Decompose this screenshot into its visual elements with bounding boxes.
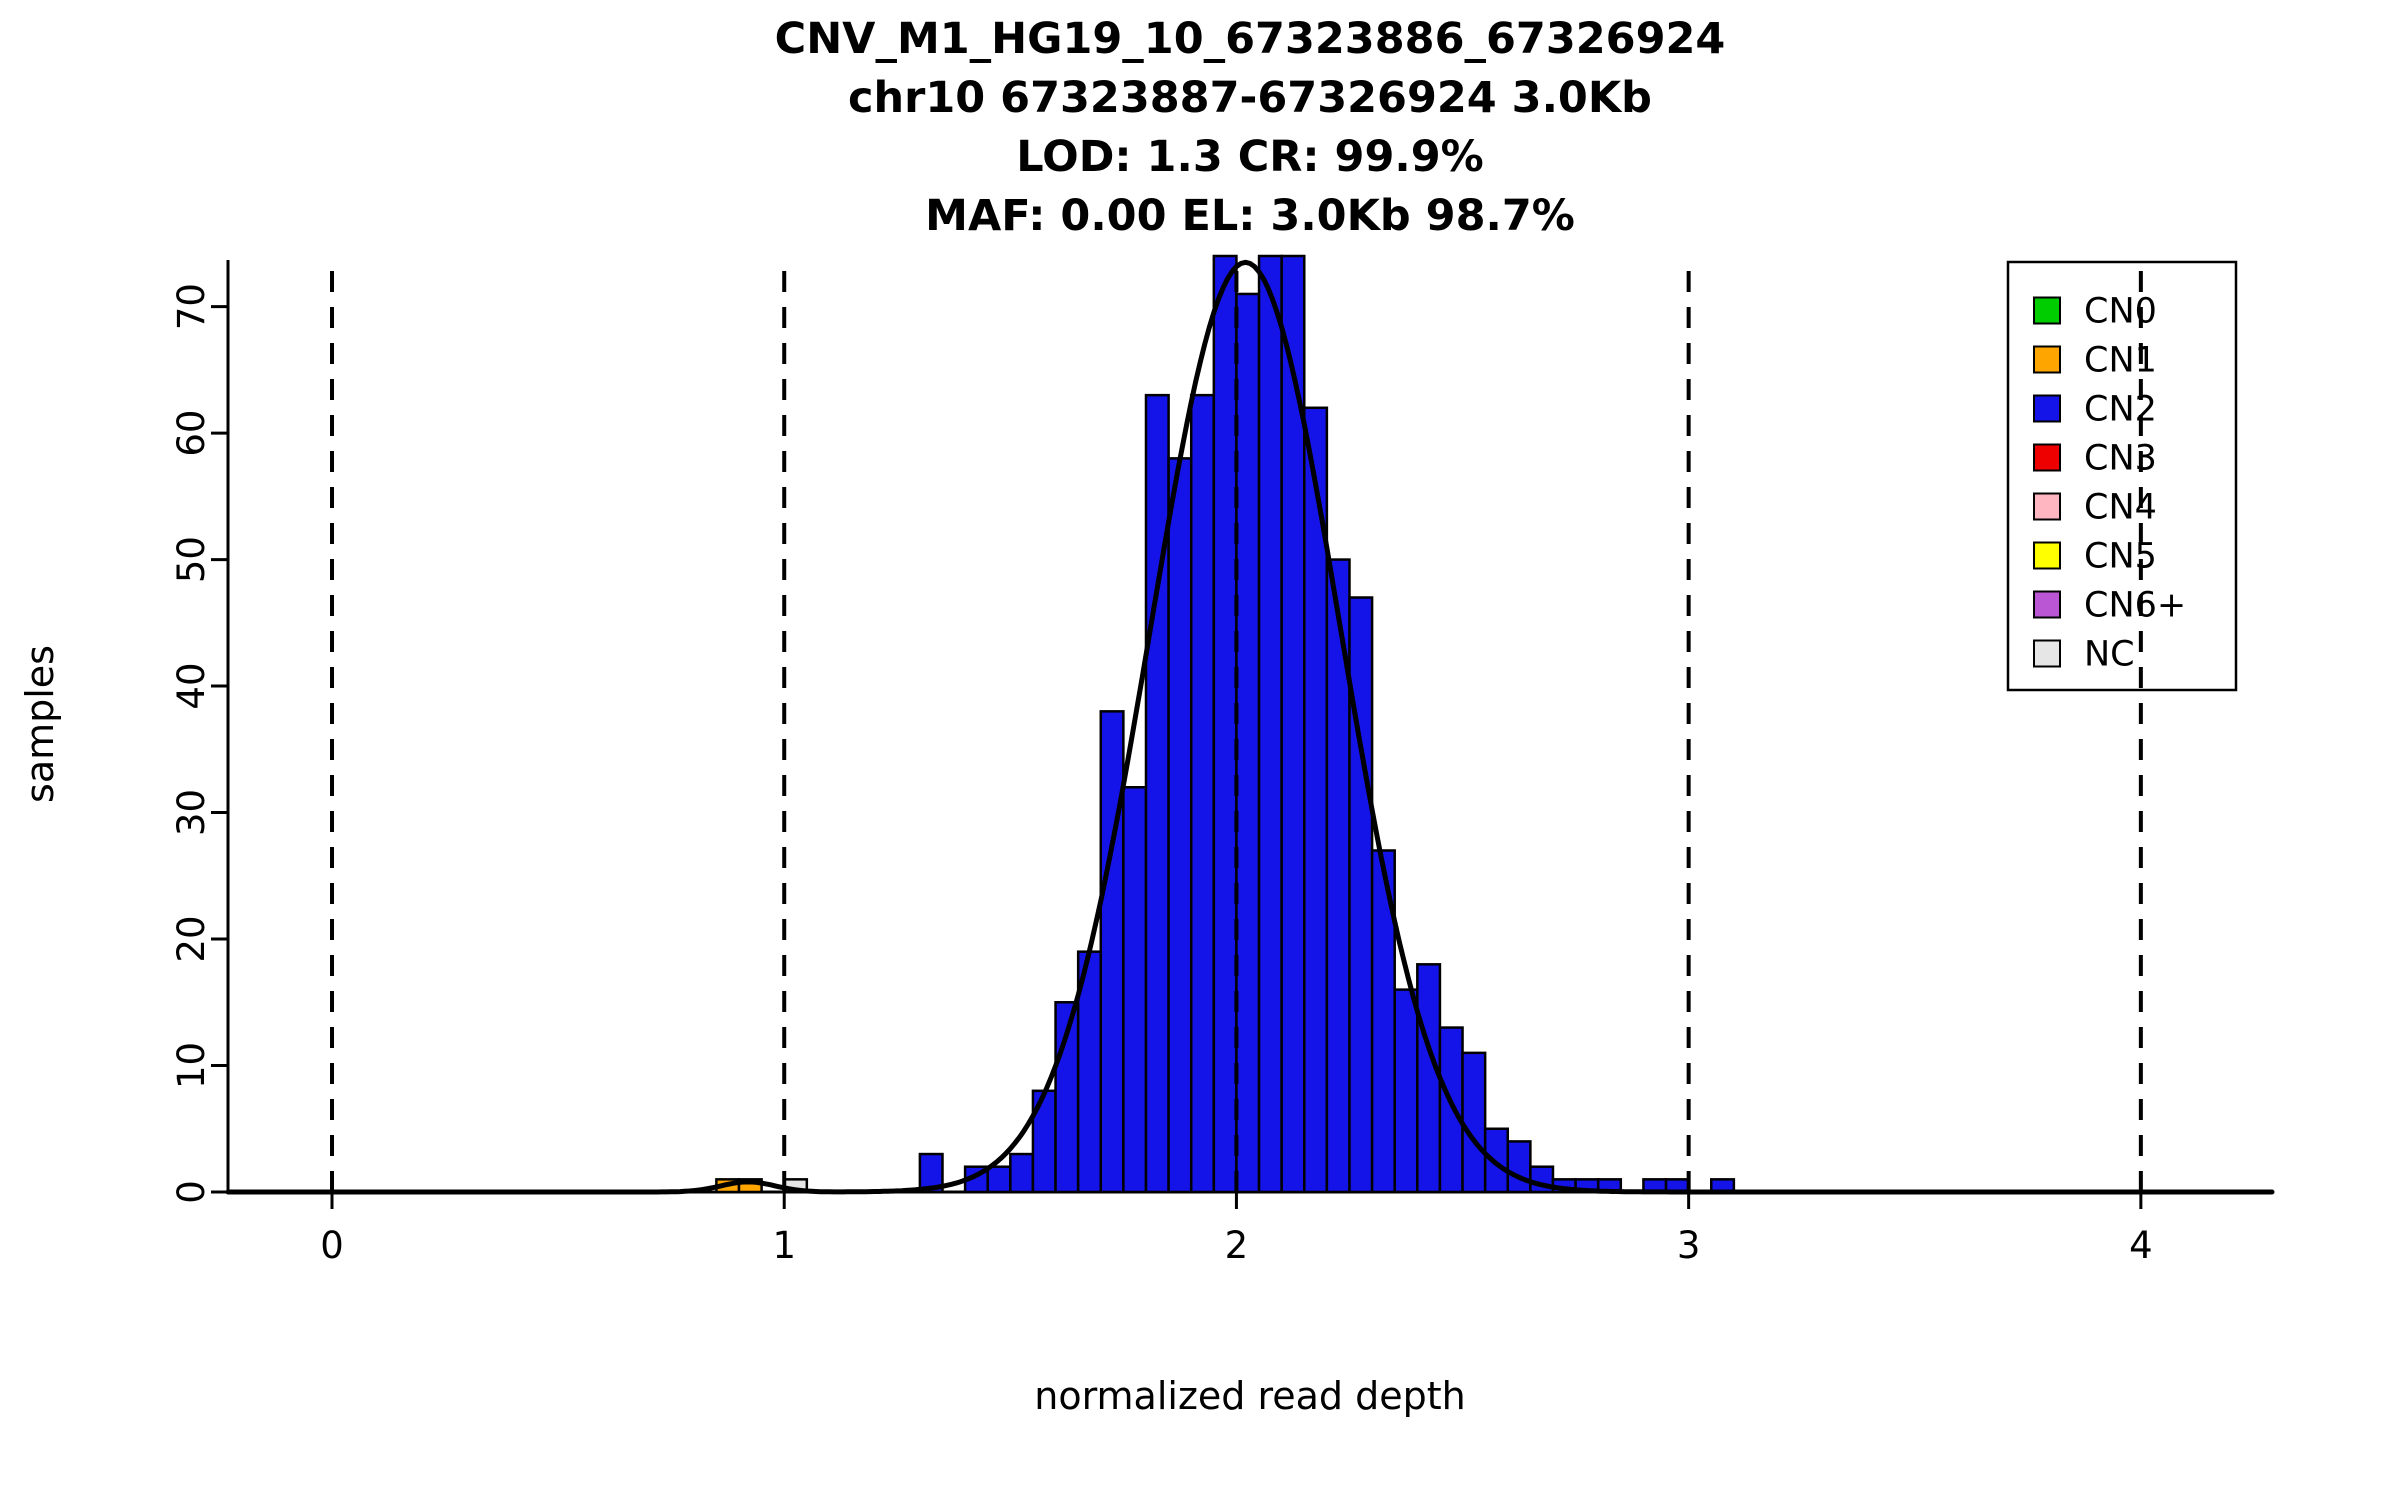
histogram-bar-cn2 — [1506, 1140, 1532, 1194]
legend-label: CN5 — [2084, 537, 2157, 577]
y-tick-label: 50 — [170, 536, 213, 583]
chart-title-block: CNV_M1_HG19_10_67323886_67326924 chr10 6… — [228, 10, 2272, 246]
legend-swatch-nc — [2033, 639, 2061, 668]
legend-swatch-cn5 — [2033, 541, 2061, 570]
histogram-bar-cn2 — [1483, 1127, 1510, 1194]
chart-title-line2: chr10 67323887-67326924 3.0Kb — [848, 73, 1652, 123]
histogram-bar-cn2 — [1009, 1152, 1035, 1194]
y-tick-label: 0 — [170, 1180, 213, 1204]
histogram-bar-cn2 — [1438, 1026, 1464, 1194]
y-tick-label: 60 — [170, 410, 213, 457]
x-tick-label: 4 — [2129, 1224, 2153, 1267]
y-tick-label: 10 — [170, 1042, 213, 1089]
legend-swatch-cn4 — [2033, 492, 2061, 521]
legend-label: CN0 — [2084, 292, 2157, 332]
legend-swatch-cn1 — [2033, 345, 2061, 374]
histogram-bar-cn2 — [1099, 710, 1125, 1194]
x-axis-label: normalized read depth — [1034, 1374, 1466, 1418]
chart-title-line1: CNV_M1_HG19_10_67323886_67326924 — [774, 14, 1726, 64]
histogram-bar-cn2 — [1393, 988, 1419, 1194]
histogram-bar-cn2 — [1257, 254, 1283, 1194]
histogram-bar-cn2 — [1122, 785, 1148, 1194]
histogram-bar-cn2 — [986, 1165, 1012, 1194]
legend-label: CN6+ — [2084, 586, 2186, 626]
y-tick-label: 70 — [170, 283, 213, 330]
histogram-bar-cn2 — [918, 1152, 944, 1194]
chart-title-line3: LOD: 1.3 CR: 99.9% — [1016, 132, 1484, 182]
x-tick-label: 2 — [1225, 1224, 1249, 1267]
legend-swatch-cn0 — [2033, 296, 2061, 325]
legend-swatch-cn3 — [2033, 443, 2061, 472]
y-axis-label: samples — [18, 645, 62, 803]
y-tick-label: 30 — [170, 789, 213, 836]
gaussian-fit-curve — [225, 259, 2275, 1195]
legend-label: CN1 — [2084, 341, 2157, 381]
x-tick-label: 1 — [772, 1224, 796, 1267]
legend-label: CN4 — [2084, 488, 2157, 528]
legend-swatch-cn2 — [2033, 394, 2061, 423]
histogram-bar-cn2 — [1416, 963, 1442, 1194]
histogram-bar-cn2 — [1189, 393, 1216, 1194]
legend-label: CN2 — [2084, 390, 2157, 430]
histogram-bar-cn2 — [1144, 393, 1170, 1194]
legend-label: NC — [2084, 635, 2135, 675]
chart-title-line4: MAF: 0.00 EL: 3.0Kb 98.7% — [925, 191, 1575, 241]
histogram-bar-cn2 — [1461, 1051, 1487, 1194]
histogram-bar-cn2 — [1167, 457, 1193, 1194]
y-tick-label: 40 — [170, 663, 213, 710]
histogram-bar-cn2 — [1235, 292, 1261, 1194]
histogram-bar-cn2 — [1212, 254, 1238, 1194]
legend-swatch-cn6 — [2033, 590, 2061, 619]
legend-label: CN3 — [2084, 439, 2157, 479]
y-tick-label: 20 — [170, 915, 213, 962]
x-tick-label: 3 — [1677, 1224, 1701, 1267]
x-tick-label: 0 — [320, 1224, 344, 1267]
legend-box — [2006, 260, 2238, 692]
